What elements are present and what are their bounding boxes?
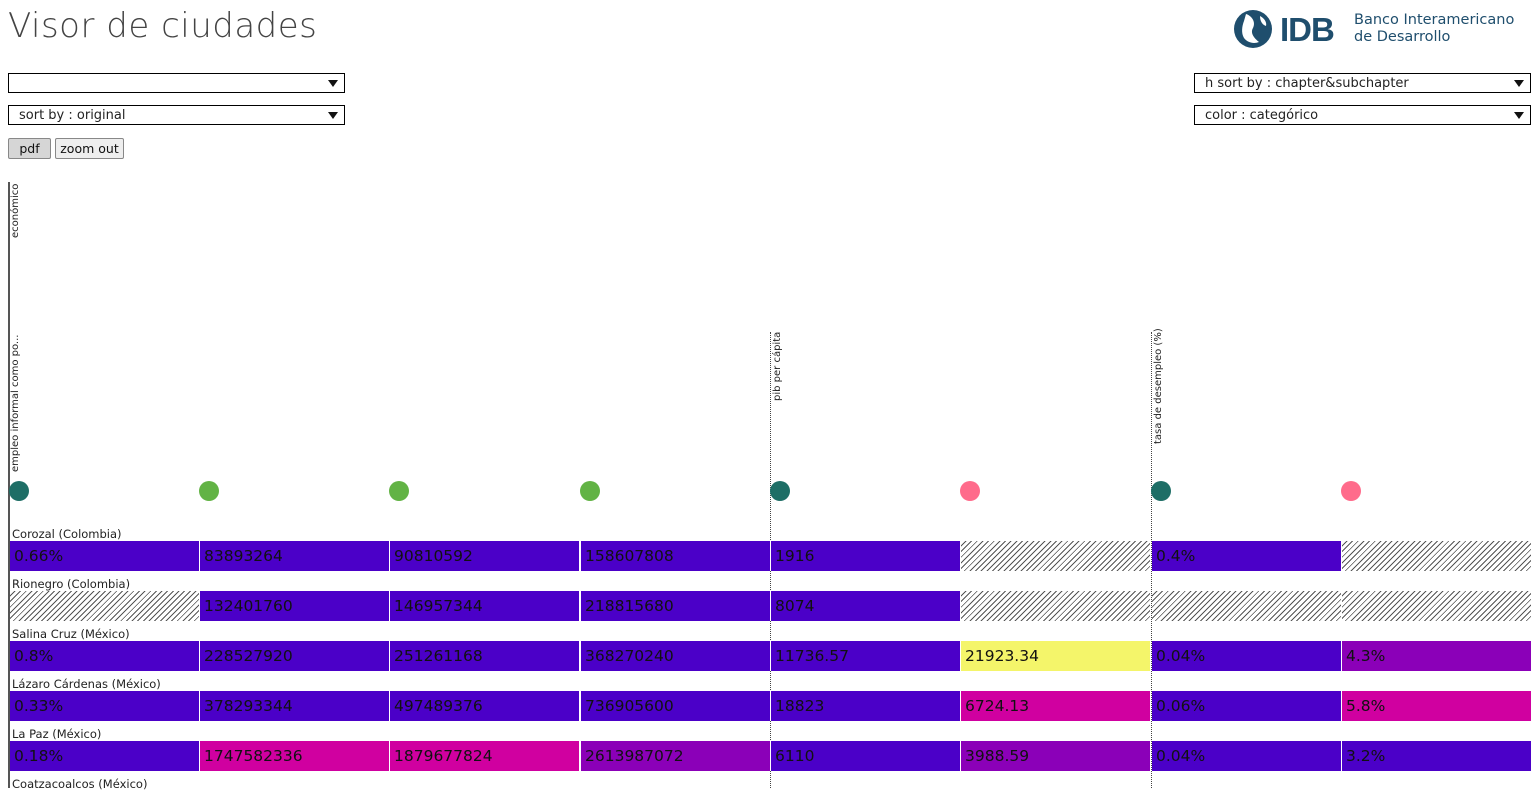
- logo-line-2: de Desarrollo: [1354, 29, 1451, 45]
- table-cell[interactable]: 18823: [771, 691, 961, 721]
- idb-logo: IDB Banco Interamericano de Desarrollo: [1232, 8, 1532, 52]
- table-cell[interactable]: 0.4%: [1152, 541, 1342, 571]
- table-cell[interactable]: [1342, 591, 1532, 621]
- table-cell[interactable]: 0.18%: [10, 741, 200, 771]
- table-cell[interactable]: 146957344: [390, 591, 580, 621]
- table-cell[interactable]: 83893264: [200, 541, 390, 571]
- column-dot[interactable]: [1341, 481, 1361, 501]
- table-cell[interactable]: 6724.13: [961, 691, 1151, 721]
- group-divider: [1151, 332, 1152, 788]
- table-cell[interactable]: 132401760: [200, 591, 390, 621]
- h-sort-by-select[interactable]: h sort by : chapter&subchapter: [1194, 73, 1531, 93]
- table-cell[interactable]: 0.06%: [1152, 691, 1342, 721]
- row-label[interactable]: Lázaro Cárdenas (México): [12, 677, 161, 691]
- color-value: color : categórico: [1205, 108, 1319, 123]
- chevron-down-icon: [1514, 112, 1524, 119]
- row-label[interactable]: Salina Cruz (México): [12, 627, 130, 641]
- column-label-tasa-desempleo: tasa de desempleo (%): [1153, 328, 1164, 444]
- table-cell[interactable]: 6110: [771, 741, 961, 771]
- globe-icon: [1234, 10, 1272, 48]
- column-label-pib-per-capita: pib per cápita: [772, 331, 783, 401]
- row-label[interactable]: La Paz (México): [12, 727, 102, 741]
- page-title: Visor de ciudades: [8, 6, 318, 46]
- column-dot[interactable]: [580, 481, 600, 501]
- city-select[interactable]: [8, 73, 345, 93]
- table-cell[interactable]: 0.8%: [10, 641, 200, 671]
- column-dot[interactable]: [1151, 481, 1171, 501]
- logo-name: Banco Interamericano de Desarrollo: [1354, 12, 1514, 46]
- table-cell[interactable]: 218815680: [581, 591, 771, 621]
- table-cell[interactable]: 1747582336: [200, 741, 390, 771]
- table-cell[interactable]: 90810592: [390, 541, 580, 571]
- column-dot[interactable]: [389, 481, 409, 501]
- table-cell[interactable]: 158607808: [581, 541, 771, 571]
- table-cell[interactable]: 3.2%: [1342, 741, 1532, 771]
- logo-line-1: Banco Interamericano: [1354, 12, 1515, 28]
- column-dot[interactable]: [9, 481, 29, 501]
- table-cell[interactable]: 1916: [771, 541, 961, 571]
- row-label[interactable]: Corozal (Colombia): [12, 527, 122, 541]
- table-cell[interactable]: 11736.57: [771, 641, 961, 671]
- table-cell[interactable]: [961, 591, 1151, 621]
- table-cell[interactable]: 0.33%: [10, 691, 200, 721]
- table-cell[interactable]: 228527920: [200, 641, 390, 671]
- h-sort-by-value: h sort by : chapter&subchapter: [1205, 76, 1409, 91]
- table-cell[interactable]: 4.3%: [1342, 641, 1532, 671]
- chapter-label: económico: [10, 183, 21, 238]
- chevron-down-icon: [328, 112, 338, 119]
- row-label[interactable]: Coatzacoalcos (México): [12, 777, 148, 791]
- chevron-down-icon: [1514, 80, 1524, 87]
- column-dot[interactable]: [960, 481, 980, 501]
- table-cell[interactable]: 0.04%: [1152, 741, 1342, 771]
- table-cell[interactable]: 21923.34: [961, 641, 1151, 671]
- table-cell[interactable]: 251261168: [390, 641, 580, 671]
- sort-by-select[interactable]: sort by : original: [8, 105, 345, 125]
- table-cell[interactable]: [961, 541, 1151, 571]
- table-cell[interactable]: 8074: [771, 591, 961, 621]
- table-cell[interactable]: [1342, 541, 1532, 571]
- logo-abbreviation: IDB: [1280, 11, 1335, 48]
- zoom-out-button[interactable]: zoom out: [55, 138, 124, 159]
- column-dot[interactable]: [770, 481, 790, 501]
- table-cell[interactable]: 2613987072: [581, 741, 771, 771]
- chevron-down-icon: [328, 80, 338, 87]
- table-cell[interactable]: 0.04%: [1152, 641, 1342, 671]
- table-cell[interactable]: 0.66%: [10, 541, 200, 571]
- table-cell[interactable]: 736905600: [581, 691, 771, 721]
- table-cell[interactable]: 3988.59: [961, 741, 1151, 771]
- table-cell[interactable]: [10, 591, 200, 621]
- sort-by-value: sort by : original: [19, 108, 126, 123]
- color-select[interactable]: color : categórico: [1194, 105, 1531, 125]
- column-dot[interactable]: [199, 481, 219, 501]
- column-label-empleo-informal: empleo informal como po...: [10, 334, 21, 472]
- table-cell[interactable]: 1879677824: [390, 741, 580, 771]
- table-cell[interactable]: 368270240: [581, 641, 771, 671]
- table-cell[interactable]: 5.8%: [1342, 691, 1532, 721]
- chapter-axis: [8, 182, 10, 788]
- pdf-button[interactable]: pdf: [8, 138, 51, 159]
- table-cell[interactable]: 497489376: [390, 691, 580, 721]
- table-cell[interactable]: [1152, 591, 1342, 621]
- row-label[interactable]: Rionegro (Colombia): [12, 577, 131, 591]
- table-cell[interactable]: 378293344: [200, 691, 390, 721]
